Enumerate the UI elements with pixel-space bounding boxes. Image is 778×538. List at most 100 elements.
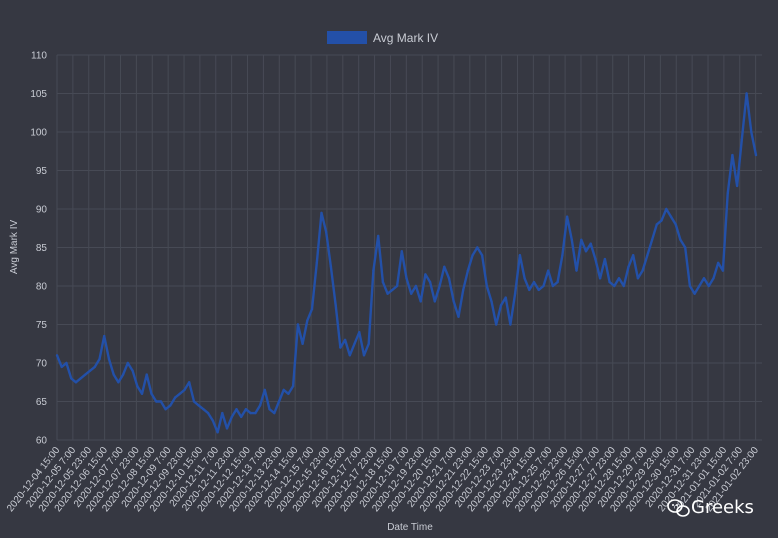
data-point [268, 408, 271, 411]
data-point [476, 246, 479, 249]
data-point [490, 300, 493, 303]
data-point [547, 269, 550, 272]
legend-label[interactable]: Avg Mark IV [373, 31, 438, 45]
data-point [173, 396, 177, 399]
data-point [282, 388, 285, 392]
data-point [183, 388, 186, 392]
data-point [740, 138, 743, 141]
y-tick-label: 70 [36, 359, 48, 370]
data-point [315, 261, 318, 265]
data-point [216, 431, 219, 434]
data-point [178, 392, 181, 395]
data-point [197, 404, 200, 407]
y-tick-label: 80 [36, 282, 48, 293]
data-point [225, 427, 229, 430]
data-point [684, 246, 687, 249]
data-point [329, 265, 333, 268]
data-point [296, 323, 300, 326]
data-point [495, 323, 498, 326]
data-point [575, 269, 578, 272]
data-point [343, 338, 347, 342]
data-point [93, 365, 97, 369]
data-point [353, 342, 356, 345]
data-point [164, 408, 167, 411]
watermark: Greeks [667, 497, 754, 518]
data-point [70, 377, 73, 380]
y-tick-label: 100 [30, 128, 47, 139]
data-point [632, 254, 635, 257]
data-point [457, 315, 460, 318]
data-point [466, 269, 470, 272]
data-point [155, 400, 158, 403]
data-point [121, 373, 125, 376]
data-point [513, 292, 517, 295]
data-point [462, 288, 465, 292]
data-point [641, 269, 644, 272]
data-point [669, 215, 673, 218]
data-point [428, 280, 432, 284]
data-point [679, 238, 682, 241]
data-point [188, 381, 191, 384]
data-point [698, 284, 701, 288]
data-point [542, 284, 545, 288]
y-tick-label: 110 [31, 51, 47, 62]
data-point [471, 254, 474, 257]
data-point [594, 257, 597, 261]
y-axis-title: Avg Mark IV [9, 220, 20, 275]
data-point [395, 284, 399, 288]
y-axis-ticks: 60 65 70 75 80 85 90 95 100 105 110 [30, 51, 47, 447]
data-point [717, 261, 720, 265]
data-point [55, 354, 59, 357]
data-point [88, 369, 92, 372]
legend-swatch[interactable] [327, 31, 367, 44]
data-point [665, 207, 668, 211]
data-point [60, 365, 63, 369]
data-point [622, 284, 625, 288]
data-point [150, 392, 153, 395]
data-point [381, 280, 385, 284]
data-point [636, 277, 640, 280]
data-point [211, 419, 215, 422]
data-point [202, 408, 205, 411]
data-point [565, 215, 569, 218]
data-point [405, 277, 408, 280]
data-point [499, 304, 503, 307]
data-point [79, 377, 82, 380]
data-point [258, 404, 262, 407]
data-point [320, 211, 323, 215]
data-point [206, 411, 210, 415]
data-point [400, 250, 403, 253]
data-point [136, 384, 139, 388]
data-point [443, 265, 446, 268]
y-tick-label: 105 [30, 89, 47, 100]
data-point [358, 331, 361, 334]
data-point [561, 254, 564, 257]
data-point [627, 265, 630, 268]
data-point [617, 277, 621, 280]
data-point [414, 284, 418, 288]
data-point [140, 392, 144, 395]
data-point [674, 223, 677, 226]
data-point [721, 269, 725, 272]
data-point [570, 238, 573, 241]
legend[interactable]: Avg Mark IV [327, 31, 438, 45]
data-point [712, 277, 715, 280]
data-point [310, 307, 314, 311]
data-point [702, 277, 706, 280]
data-point [750, 130, 753, 134]
data-point [377, 234, 380, 238]
y-tick-label: 65 [36, 397, 48, 408]
data-point [433, 300, 436, 303]
data-point [556, 280, 559, 284]
y-tick-label: 75 [36, 320, 48, 331]
data-point [249, 411, 252, 415]
data-point [103, 334, 106, 338]
data-point [551, 284, 555, 288]
data-point [334, 304, 337, 307]
series-layer [55, 92, 758, 434]
data-point [98, 357, 101, 361]
watermark-text: Greeks [691, 497, 754, 518]
data-point [660, 219, 663, 222]
data-point [117, 381, 120, 384]
